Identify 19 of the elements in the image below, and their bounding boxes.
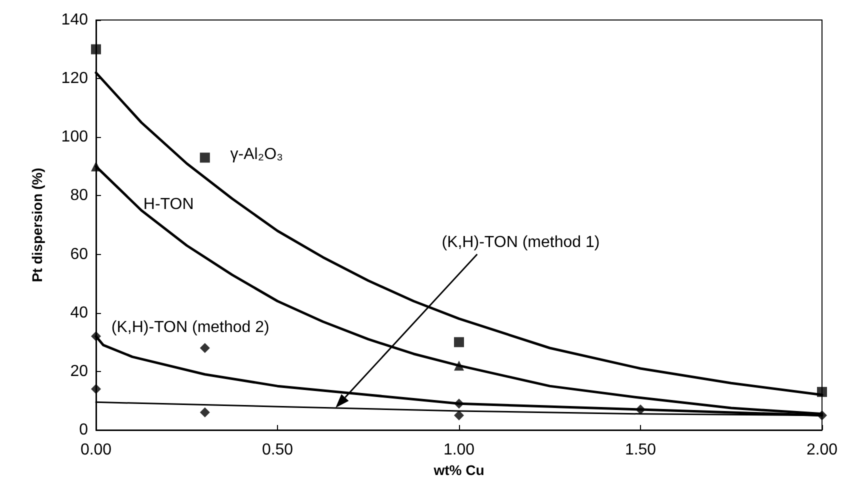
y-tick-label: 20: [70, 362, 88, 380]
x-tick-label: 0.00: [80, 442, 112, 458]
series-label: (K,H)-TON (method 2): [111, 319, 270, 336]
series-label: H-TON: [143, 196, 194, 213]
x-tick-label: 1.50: [624, 442, 656, 458]
y-axis-title: Pt dispersion (%): [29, 168, 45, 282]
x-tick-label: 2.00: [806, 442, 838, 458]
x-tick-label: 1.00: [443, 442, 475, 458]
y-tick-label: 40: [70, 304, 88, 322]
y-tick-label: 0: [79, 422, 88, 438]
x-axis-title: wt% Cu: [432, 462, 484, 478]
series-label: γ-Al₂O₃: [230, 146, 284, 164]
x-tick-label: 0.50: [262, 442, 294, 458]
y-tick-label: 80: [70, 187, 88, 204]
y-tick-label: 100: [61, 128, 88, 146]
y-tick-label: 60: [70, 246, 88, 263]
y-tick-label: 140: [61, 12, 88, 28]
text: (K,H)-TON (method 1): [442, 234, 600, 252]
y-tick-label: 120: [61, 70, 88, 88]
